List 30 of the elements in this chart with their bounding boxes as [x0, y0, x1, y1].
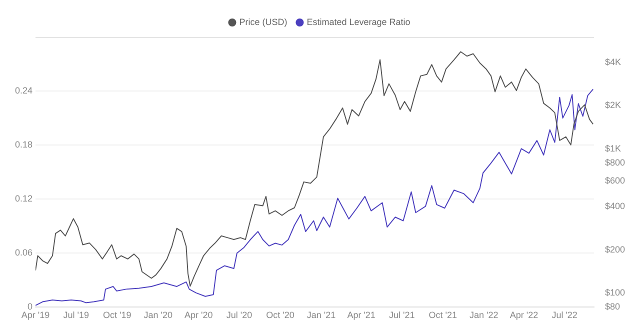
x-tick-label: Jan '21	[306, 310, 336, 320]
x-tick-label: Jan '22	[470, 310, 498, 320]
legend-label: Estimated Leverage Ratio	[306, 16, 410, 27]
x-tick-label: Jul '20	[226, 310, 252, 320]
y-tick-label: 0.24	[14, 86, 33, 96]
y-tick-label: 0.12	[14, 194, 33, 204]
y2-tick-label: $600	[604, 176, 626, 186]
x-tick-label: Apr '19	[21, 310, 50, 320]
x-tick-label: Oct '21	[428, 310, 458, 320]
x-tick-label: Apr '22	[510, 310, 538, 320]
y2-tick-label: $80	[604, 302, 620, 312]
x-tick-label: Apr '21	[347, 310, 376, 320]
y-tick-label: 0.06	[14, 248, 33, 258]
y2-tick-label: $400	[604, 200, 626, 211]
x-tick-label: Jul '19	[63, 310, 89, 320]
y2-tick-label: $4K	[604, 56, 621, 67]
legend-label: Price (USD)	[239, 16, 288, 27]
x-tick-label: Oct '19	[102, 310, 132, 320]
y2-tick-label: $800	[604, 158, 626, 168]
y-tick-label: 0.18	[14, 140, 33, 150]
x-tick-label: Oct '20	[266, 310, 294, 320]
y2-tick-label: $100	[604, 288, 626, 298]
x-tick-label: Jan '20	[144, 310, 172, 320]
y-tick-label: 0	[28, 302, 33, 312]
x-tick-label: Jul '22	[552, 310, 578, 320]
y2-tick-label: $1K	[604, 144, 621, 154]
x-tick-label: Apr '20	[184, 310, 213, 320]
x-tick-label: Jul '21	[389, 310, 415, 320]
y2-tick-label: $200	[604, 244, 626, 254]
y2-tick-label: $2K	[604, 100, 621, 110]
